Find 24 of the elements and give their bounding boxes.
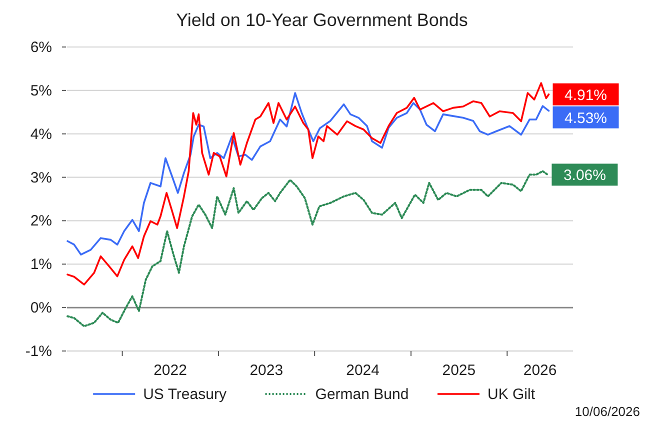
legend-label: US Treasury (143, 386, 227, 403)
data-label: 3.06% (563, 167, 606, 184)
y-tick-label: 0% (30, 300, 52, 317)
x-tick-label: 2025 (442, 362, 476, 379)
data-label: 4.91% (564, 86, 608, 104)
legend-label: UK Gilt (488, 386, 536, 403)
chart-title: Yield on 10-Year Government Bonds (176, 10, 468, 30)
y-tick-label: 6% (30, 39, 52, 56)
x-tick-label: 2023 (250, 362, 284, 379)
y-tick-label: -1% (25, 343, 52, 360)
y-tick-label: 4% (30, 126, 52, 143)
y-tick-label: 2% (30, 212, 52, 230)
legend-label: German Bund (315, 386, 409, 403)
data-label: 4.53% (564, 110, 608, 127)
x-tick-label: 2022 (154, 362, 187, 379)
line-series (66, 170, 549, 328)
x-tick-label: 2026 (523, 362, 557, 379)
x-tick-label: 2024 (346, 362, 380, 379)
y-tick-label: 3% (30, 169, 52, 186)
line-series (66, 92, 550, 256)
line-series (66, 82, 550, 286)
text: 10/06/2026 (574, 404, 640, 419)
y-tick-label: 5% (30, 82, 52, 100)
y-tick-label: 1% (30, 256, 52, 274)
